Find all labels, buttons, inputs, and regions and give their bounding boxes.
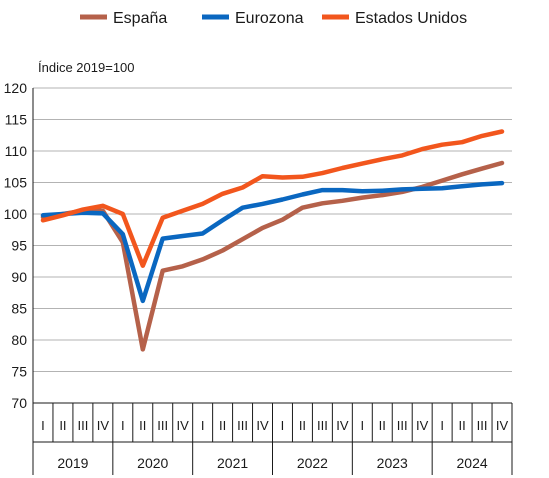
x-tick-label-quarter: II: [219, 418, 226, 433]
x-tick-label-quarter: II: [139, 418, 146, 433]
x-tick-label-year: 2024: [457, 455, 488, 471]
series-line-1: [40, 180, 505, 304]
x-tick-label-quarter: III: [77, 418, 88, 433]
x-tick-label-quarter: III: [477, 418, 488, 433]
x-tick-label-quarter: IV: [256, 418, 269, 433]
x-tick-label-quarter: II: [59, 418, 66, 433]
x-tick-label-quarter: I: [440, 418, 444, 433]
y-tick-label: 85: [11, 301, 27, 317]
x-tick-label-quarter: III: [397, 418, 408, 433]
x-tick-label-quarter: I: [121, 418, 125, 433]
x-tick-label-quarter: III: [157, 418, 168, 433]
x-tick-label-year: 2023: [377, 455, 408, 471]
x-tick-label-quarter: IV: [416, 418, 429, 433]
y-tick-label: 115: [5, 112, 28, 128]
y-axis-label: Índice 2019=100: [38, 60, 135, 75]
x-tick-label-quarter: IV: [97, 418, 110, 433]
legend-label-2: Estados Unidos: [355, 10, 467, 27]
y-tick-label: 120: [4, 80, 28, 96]
legend: España Eurozona Estados Unidos: [80, 10, 467, 27]
x-tick-label-year: 2022: [297, 455, 328, 471]
x-tick-label-quarter: IV: [336, 418, 349, 433]
y-tick-label: 100: [4, 206, 28, 222]
x-tick-label-year: 2020: [137, 455, 168, 471]
y-tick-label: 95: [11, 238, 27, 254]
y-tick-label: 90: [11, 269, 27, 285]
x-tick-label-year: 2021: [217, 455, 248, 471]
x-tick-label-quarter: III: [237, 418, 248, 433]
x-tick-label-quarter: III: [317, 418, 328, 433]
series-lines: [40, 129, 505, 352]
x-tick-label-quarter: I: [361, 418, 365, 433]
x-tick-label-year: 2019: [57, 455, 88, 471]
grid-lines: [33, 87, 512, 404]
x-tick-label-quarter: II: [458, 418, 465, 433]
y-tick-label: 80: [11, 332, 27, 348]
x-tick-label-quarter: II: [379, 418, 386, 433]
x-tick-label-quarter: IV: [177, 418, 190, 433]
series-line-2: [40, 129, 505, 268]
y-tick-label: 70: [11, 395, 27, 411]
y-tick-label: 110: [5, 143, 28, 159]
x-tick-label-quarter: II: [299, 418, 306, 433]
y-tick-label: 75: [11, 364, 27, 380]
legend-label-0: España: [113, 10, 167, 27]
x-tick-label-quarter: I: [201, 418, 205, 433]
series-line-0: [40, 160, 505, 352]
x-tick-label-quarter: I: [41, 418, 45, 433]
x-tick-label-quarter: I: [281, 418, 285, 433]
legend-label-1: Eurozona: [235, 10, 304, 27]
y-tick-label: 105: [4, 175, 28, 191]
x-tick-label-quarter: IV: [496, 418, 509, 433]
